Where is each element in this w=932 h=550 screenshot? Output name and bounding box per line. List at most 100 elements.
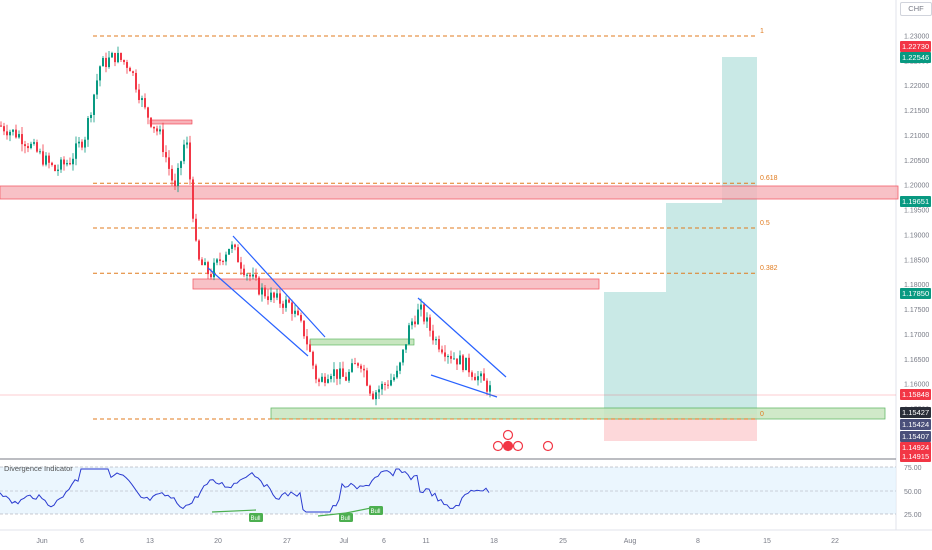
fib-level-label: 0.618 xyxy=(760,175,778,182)
candle-body xyxy=(108,57,110,68)
candle-body xyxy=(465,357,467,371)
candle-body xyxy=(3,126,5,132)
candle-body xyxy=(231,244,233,249)
candle-body xyxy=(321,376,323,382)
candle-body xyxy=(351,363,353,372)
trendline-wedge-upper[interactable] xyxy=(417,297,507,378)
candle-body xyxy=(45,155,47,165)
candle-body xyxy=(282,303,284,308)
candle-body xyxy=(174,180,176,186)
time-axis[interactable]: Jun 6 13 20 27 Jul 6 11 18 25 Aug 8 15 22 xyxy=(36,538,839,545)
candle-body xyxy=(18,134,20,138)
candle-body xyxy=(66,163,68,165)
time-tick-label: 8 xyxy=(696,538,700,545)
price-tag: 1.14915 xyxy=(900,451,931,462)
trendline-channel-upper-1[interactable] xyxy=(232,235,326,338)
candle-body xyxy=(54,165,56,172)
resistance-zone-lower[interactable] xyxy=(192,278,600,290)
price-tag: 1.15848 xyxy=(900,389,931,400)
candle-body xyxy=(201,259,203,266)
candle-body xyxy=(255,274,257,278)
candle-body xyxy=(180,161,182,168)
resistance-box-small[interactable] xyxy=(149,119,193,125)
candle-body xyxy=(84,139,86,148)
event-circle-icon[interactable] xyxy=(502,429,514,441)
price-tick-label: 1.17500 xyxy=(904,307,929,314)
candle-body xyxy=(6,131,8,136)
indicator-level-label: 25.00 xyxy=(904,512,922,519)
target-zone-3[interactable] xyxy=(722,57,757,414)
candle-body xyxy=(144,98,146,108)
target-zone-1[interactable] xyxy=(604,292,666,414)
event-circle-icon[interactable] xyxy=(492,440,504,452)
bull-label: Bull xyxy=(341,516,351,522)
candle-body xyxy=(222,261,224,263)
candle-body xyxy=(276,293,278,298)
support-box-small[interactable] xyxy=(309,338,415,346)
indicator-line xyxy=(0,468,490,513)
candle-body xyxy=(249,274,251,277)
trendline-channel-lower-1[interactable] xyxy=(207,267,309,357)
candle-body xyxy=(237,247,239,263)
candle-body xyxy=(420,304,422,310)
candle-body xyxy=(279,293,281,304)
candle-body xyxy=(210,274,212,278)
resistance-zone-upper[interactable] xyxy=(0,185,899,200)
price-tag: 1.22546 xyxy=(900,52,931,63)
event-circle-icon[interactable] xyxy=(512,440,524,452)
candle-body xyxy=(483,373,485,381)
candle-body xyxy=(123,59,125,63)
candle-body xyxy=(390,380,392,386)
indicator-title[interactable]: Divergence Indicator xyxy=(4,464,73,473)
candle-body xyxy=(408,325,410,345)
fibonacci-retracement[interactable]: 1 0.618 0.5 0.382 0 xyxy=(93,28,778,420)
candle-body xyxy=(36,142,38,152)
time-tick-label: 18 xyxy=(490,538,498,545)
candle-body xyxy=(132,71,134,73)
candle-body xyxy=(288,299,290,303)
candle-body xyxy=(150,117,152,127)
time-tick-label: 13 xyxy=(146,538,154,545)
time-tick-label: Jun xyxy=(36,538,47,545)
candle-body xyxy=(423,304,425,322)
fib-level-label: 0.382 xyxy=(760,265,778,272)
candle-body xyxy=(294,310,296,314)
fib-level-label: 0 xyxy=(760,411,764,418)
candle-body xyxy=(456,358,458,365)
event-circle-icon[interactable] xyxy=(542,440,554,452)
candle-body xyxy=(330,376,332,380)
candle-body xyxy=(417,309,419,325)
candle-body xyxy=(318,379,320,382)
candle-body xyxy=(426,317,428,322)
support-zone[interactable] xyxy=(270,407,886,420)
candle-body xyxy=(345,376,347,381)
candle-body xyxy=(459,355,461,365)
price-tick-label: 1.22000 xyxy=(904,83,929,90)
price-tag: 1.22730 xyxy=(900,41,931,52)
event-icons[interactable] xyxy=(492,429,554,452)
indicator-level-label: 50.00 xyxy=(904,489,922,496)
price-tag: 1.14924 xyxy=(900,442,931,453)
candle-body xyxy=(57,169,59,172)
price-tick-label: 1.17000 xyxy=(904,332,929,339)
candle-body xyxy=(300,315,302,321)
candle-body xyxy=(204,262,206,266)
candle-body xyxy=(474,376,476,381)
time-tick-label: 27 xyxy=(283,538,291,545)
candle-body xyxy=(387,384,389,386)
candle-body xyxy=(228,248,230,255)
price-tick-label: 1.18500 xyxy=(904,257,929,264)
candle-body xyxy=(393,377,395,381)
candle-body xyxy=(324,376,326,383)
candle-body xyxy=(120,52,122,60)
price-axis[interactable]: 1.230001.225001.220001.215001.210001.205… xyxy=(904,34,929,414)
divergence-line-1 xyxy=(211,509,257,513)
trendline-wedge-lower[interactable] xyxy=(430,374,498,398)
candle-body xyxy=(63,159,65,165)
time-tick-label: 25 xyxy=(559,538,567,545)
price-tick-label: 1.21000 xyxy=(904,133,929,140)
target-zone-2[interactable] xyxy=(666,203,722,414)
event-circle-icon[interactable] xyxy=(502,440,514,452)
candle-body xyxy=(357,363,359,366)
